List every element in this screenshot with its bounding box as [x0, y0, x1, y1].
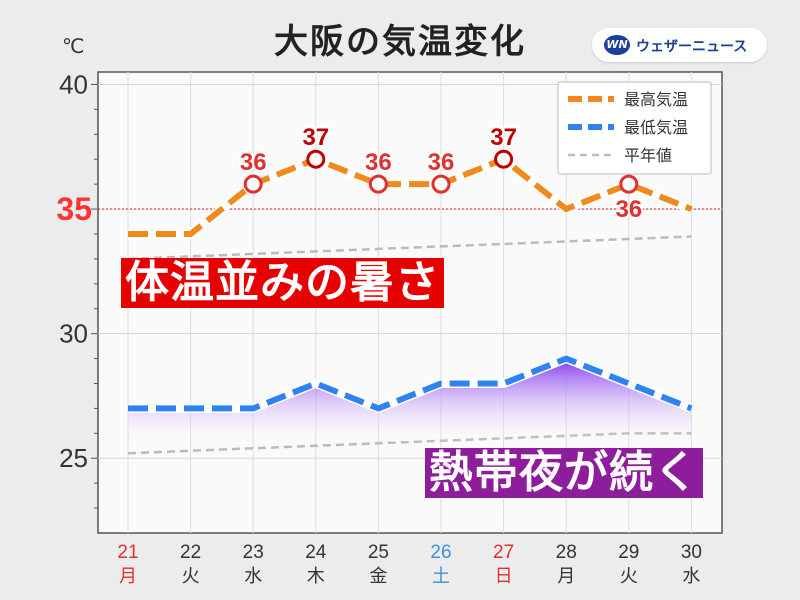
x-weekday-label: 火: [182, 566, 200, 587]
data-point-marker: [368, 174, 388, 194]
y-tick-label: 40: [59, 69, 88, 99]
data-point-marker: [431, 174, 451, 194]
chart-title: 大阪の気温変化: [274, 22, 526, 62]
tropical-night-banner: 熱帯夜が続く: [425, 448, 703, 498]
x-weekday-label: 金: [369, 566, 387, 587]
x-tick-label: 30: [681, 542, 702, 563]
data-point-label: 36: [615, 196, 642, 223]
x-weekday-label: 土: [432, 566, 450, 587]
legend-label: 平年値: [624, 146, 672, 165]
data-point-label: 36: [240, 149, 267, 176]
x-tick-label: 24: [305, 542, 327, 563]
hot-banner: 体温並みの暑さ: [121, 258, 444, 308]
x-tick-label: 26: [430, 542, 451, 563]
x-weekday-label: 火: [620, 566, 638, 587]
legend-label: 最高気温: [624, 90, 688, 109]
data-point-marker: [243, 174, 263, 194]
y-tick-label: 30: [59, 319, 88, 349]
series-normal-line: [127, 235, 692, 261]
data-point-marker: [494, 149, 514, 169]
data-point-label: 36: [365, 149, 392, 176]
unit-label: ℃: [62, 34, 85, 58]
data-point-label: 36: [428, 149, 455, 176]
data-point-label: 37: [490, 124, 517, 151]
brand-name: ウェザーニュース: [636, 39, 748, 55]
threshold-label: 35: [56, 191, 92, 227]
y-tick-label: 25: [59, 443, 88, 473]
data-point-label: 37: [302, 124, 329, 151]
x-weekday-label: 月: [119, 566, 137, 587]
x-tick-label: 23: [243, 542, 264, 563]
x-tick-label: 27: [493, 542, 514, 563]
x-tick-label: 21: [117, 542, 138, 563]
x-tick-label: 22: [180, 542, 201, 563]
legend-label: 最低気温: [624, 118, 688, 137]
x-weekday-label: 木: [307, 566, 325, 587]
series-high-line: [128, 155, 693, 237]
data-point-marker: [619, 174, 639, 194]
x-tick-label: 29: [618, 542, 639, 563]
series-low-line: [128, 355, 693, 412]
data-point-marker: [306, 149, 326, 169]
low-area-fill: [128, 358, 692, 446]
x-weekday-label: 日: [495, 566, 513, 587]
x-weekday-label: 月: [557, 566, 575, 587]
x-tick-label: 25: [368, 542, 389, 563]
x-weekday-label: 水: [244, 566, 262, 587]
x-tick-label: 28: [556, 542, 577, 563]
legend-box: [557, 81, 712, 175]
x-weekday-label: 水: [682, 566, 700, 587]
brand-logo-icon: WN: [604, 35, 630, 55]
brand-badge: WN ウェザーニュース: [592, 28, 767, 62]
